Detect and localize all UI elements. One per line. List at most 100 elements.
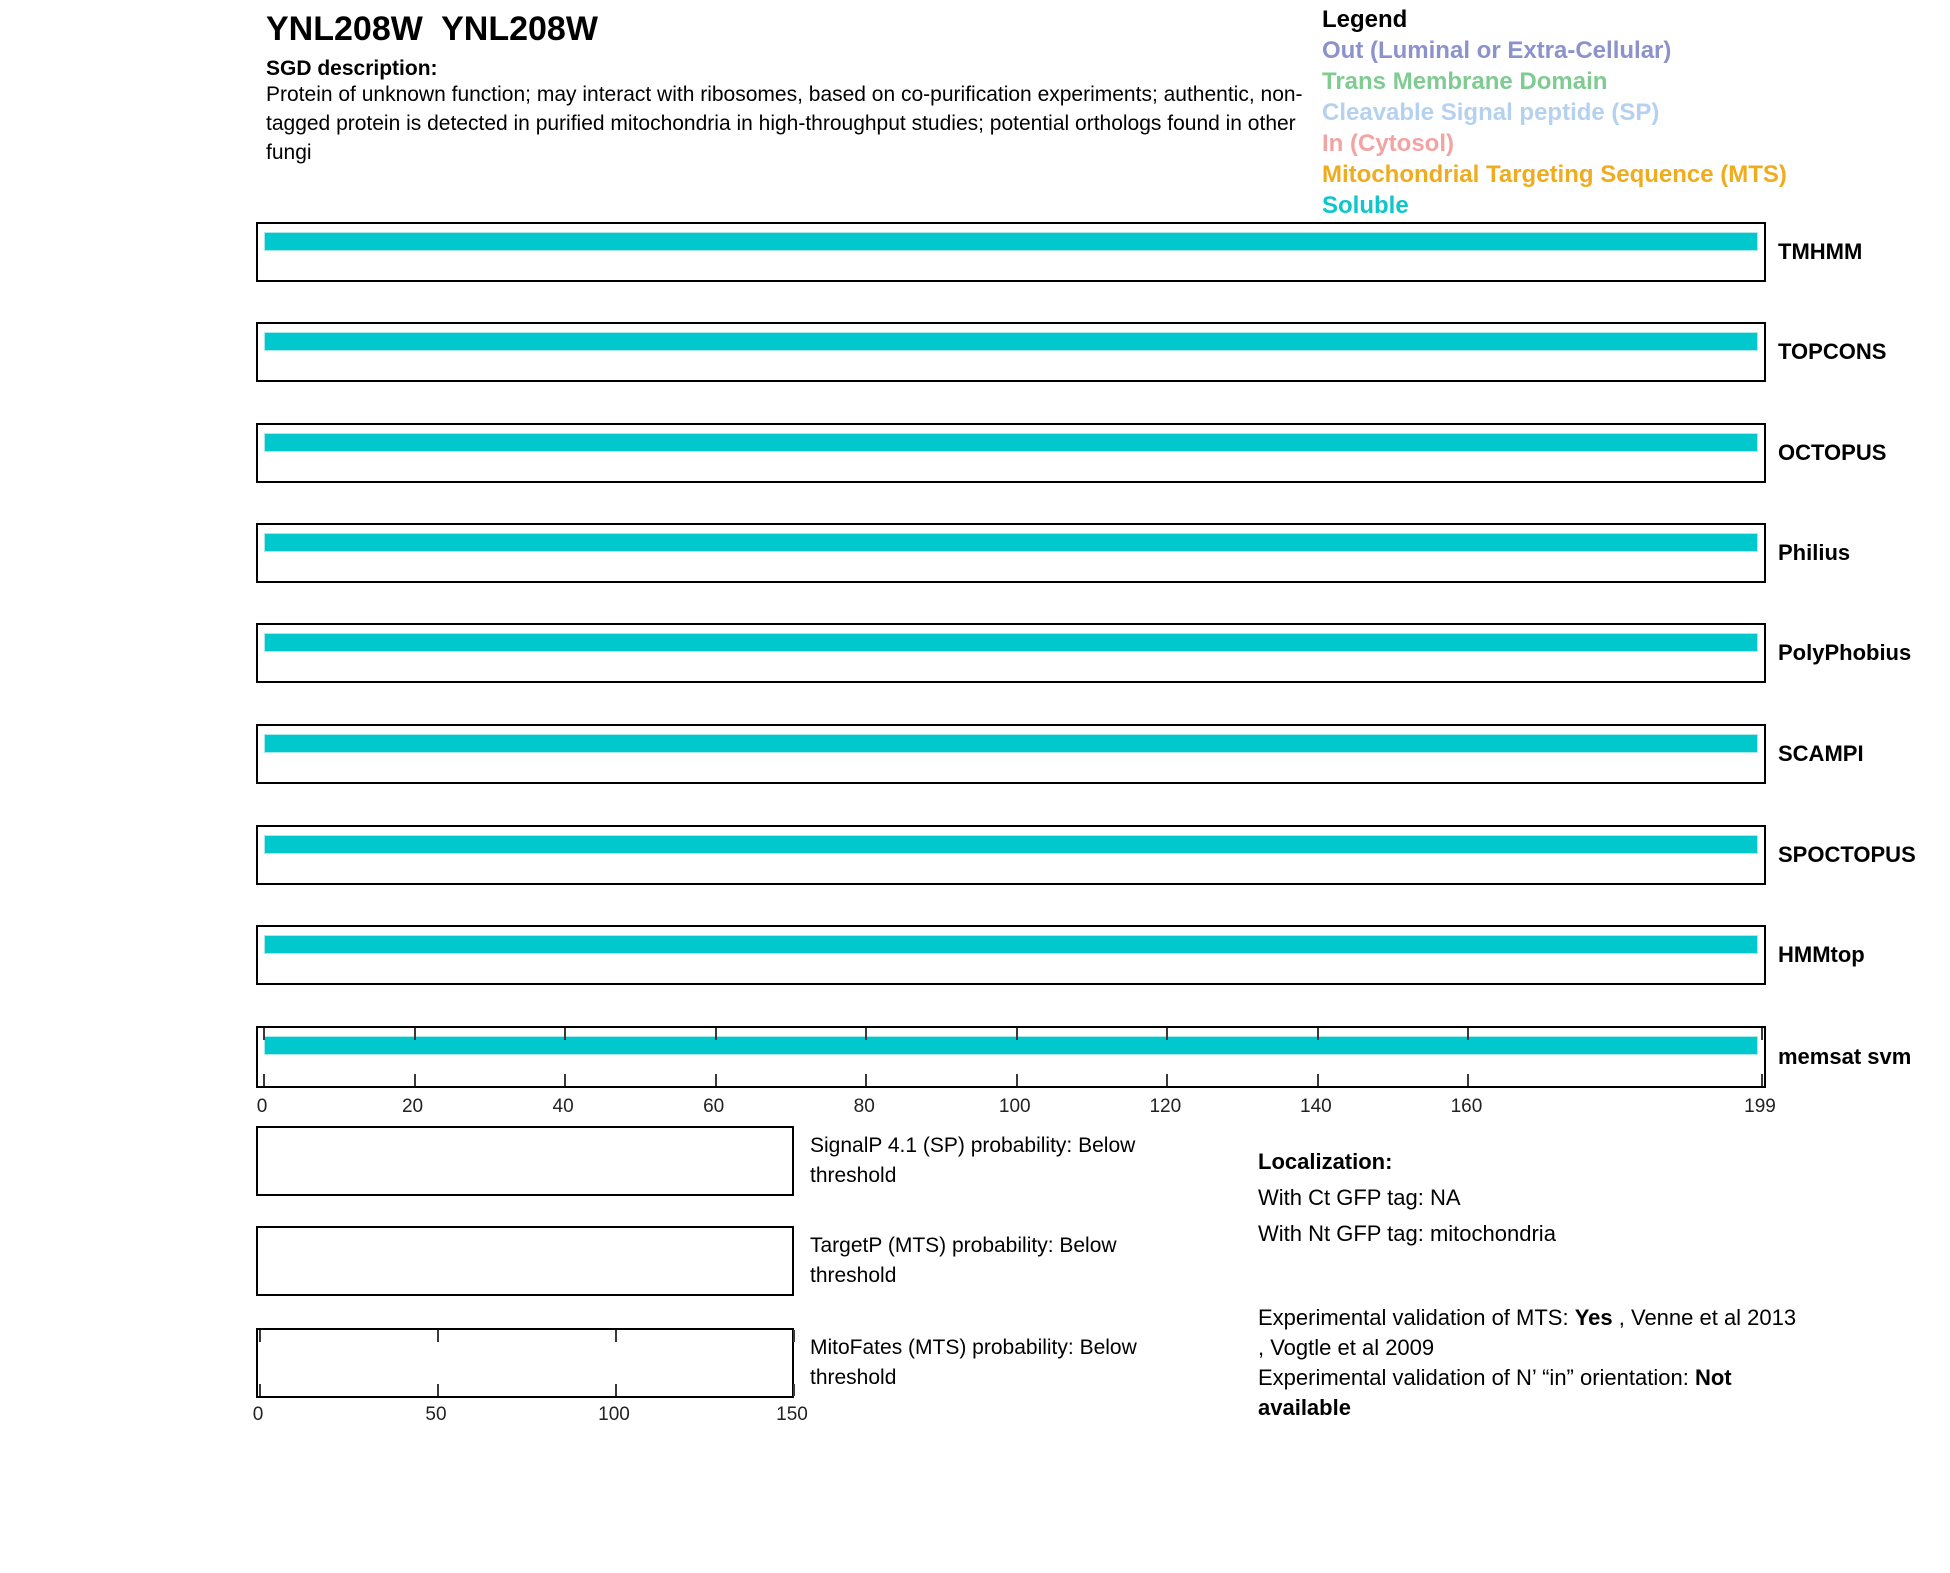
axis-tick-label: 60 [703,1096,725,1117]
validation-mts-prefix: Experimental validation of MTS: [1258,1305,1575,1330]
track-plot-box [256,322,1766,382]
validation-orientation-line1: Experimental validation of N’ “in” orien… [1258,1363,1918,1393]
track-plot-box [256,222,1766,282]
axis-tick [615,1330,617,1342]
sgd-description-text: Protein of unknown function; may interac… [266,83,1303,164]
soluble-prediction-bar [264,533,1758,552]
axis-tick-label: 100 [998,1096,1031,1117]
axis-tick [1316,1074,1319,1086]
legend-item-soluble: Soluble [1322,192,1409,219]
axis-tick [413,1028,416,1040]
axis-tick-label: 80 [853,1096,875,1117]
track-plot-box [256,623,1766,683]
axis-tick [413,1074,416,1086]
validation-orientation-prefix: Experimental validation of N’ “in” orien… [1258,1365,1695,1390]
track-row: SCAMPI [256,724,1950,784]
track-plot-box-memsat [256,1026,1766,1088]
axis-tick [714,1028,717,1040]
track-label-memsat-svm: memsat svm [1778,1044,1912,1069]
legend-item-mts: Mitochondrial Targeting Sequence (MTS) [1322,161,1787,188]
track-row: HMMtop [256,925,1950,985]
axis-tick [564,1074,567,1086]
targetp-row: TargetP (MTS) probability: Below thresho… [256,1226,1356,1296]
validation-mts-value: Yes [1574,1305,1613,1330]
axis-tick [1166,1028,1169,1040]
axis-tick-label: 160 [1450,1096,1483,1117]
axis-tick-label: 150 [776,1404,808,1425]
axis-tick [1761,1028,1763,1040]
axis-tick [615,1384,617,1396]
validation-mts-ref1: , Venne et al 2013 [1612,1305,1797,1330]
sgd-description-label: SGD description: [266,57,438,80]
axis-tick-label: 0 [256,1096,268,1117]
axis-tick-label: 199 [1744,1096,1776,1117]
localization-heading: Localization: [1258,1149,1393,1174]
legend-item-in-cytosol: In (Cytosol) [1322,130,1454,157]
axis-tick [793,1384,795,1396]
track-label-polyphobius: PolyPhobius [1778,640,1912,665]
track-plot-box [256,423,1766,483]
axis-tick [714,1074,717,1086]
soluble-prediction-bar [264,734,1758,753]
track-label-tmhmm: TMHMM [1778,239,1863,264]
mitofates-plot-box [256,1328,795,1398]
axis-tick-label: 140 [1300,1096,1332,1117]
localization-ct-gfp: With Ct GFP tag: NA [1258,1185,1461,1210]
axis-tick-label: 50 [425,1404,447,1425]
axis-tick [437,1384,439,1396]
axis-tick [263,1074,265,1086]
axis-tick [259,1384,261,1396]
axis-tick-label: 40 [552,1096,574,1117]
axis-tick [437,1330,439,1342]
soluble-prediction-bar [264,835,1758,854]
axis-tick [259,1330,261,1342]
axis-tick [1015,1074,1018,1086]
soluble-prediction-bar [264,332,1758,351]
mitofates-label: MitoFates (MTS) probability: Below thres… [810,1336,1137,1389]
track-row: memsat svm [256,1026,1950,1088]
track-label-scampi: SCAMPI [1778,741,1864,766]
track-row: TMHMM [256,222,1950,282]
axis-tick-label: 20 [401,1096,424,1117]
validation-mts-line2: , Vogtle et al 2009 [1258,1335,1435,1360]
axis-tick [564,1028,567,1040]
targetp-plot-box [256,1226,794,1296]
axis-tick [1467,1028,1470,1040]
track-plot-box [256,825,1766,885]
mitofates-axis-labels: 0 50 100 150 [252,1404,808,1428]
page-title: YNL208W YNL208W [266,10,598,48]
track-plot-box [256,925,1766,985]
validation-block: Experimental validation of MTS: Yes , Ve… [1258,1303,1918,1423]
track-label-hmmtop: HMMtop [1778,942,1865,967]
legend: Legend Out (Luminal or Extra-Cellular) T… [1322,4,1787,221]
validation-orientation-line2: available [1258,1395,1351,1420]
validation-orientation-value: Not [1694,1365,1732,1390]
axis-tick [1761,1074,1763,1086]
mitofates-row: MitoFates (MTS) probability: Below thres… [256,1328,1356,1398]
signalp-label: SignalP 4.1 (SP) probability: Below thre… [810,1134,1136,1187]
axis-tick [1316,1028,1319,1040]
soluble-prediction-bar [264,433,1758,452]
soluble-prediction-bar [264,633,1758,652]
axis-tick [793,1330,795,1342]
axis-tick [865,1074,868,1086]
track-row: TOPCONS [256,322,1950,382]
track-row: PolyPhobius [256,623,1950,683]
soluble-prediction-bar [264,1036,1758,1055]
legend-item-out: Out (Luminal or Extra-Cellular) [1322,37,1672,64]
localization-block: Localization: With Ct GFP tag: NA With N… [1258,1144,1556,1252]
axis-tick-label: 100 [598,1404,630,1425]
track-row: OCTOPUS [256,423,1950,483]
axis-tick [1015,1028,1018,1040]
localization-nt-gfp: With Nt GFP tag: mitochondria [1258,1221,1556,1246]
axis-tick-label: 0 [252,1404,264,1425]
track-label-spoctopus: SPOCTOPUS [1778,842,1916,867]
axis-tick-label: 120 [1149,1096,1182,1117]
track-plot-box [256,523,1766,583]
signalp-plot-box [256,1126,794,1196]
track-label-octopus: OCTOPUS [1778,440,1887,465]
residue-axis-labels: 0 20 40 60 80 100 120 140 160 199 [256,1096,1776,1120]
legend-item-transmembrane: Trans Membrane Domain [1322,68,1608,95]
axis-tick [1467,1074,1470,1086]
